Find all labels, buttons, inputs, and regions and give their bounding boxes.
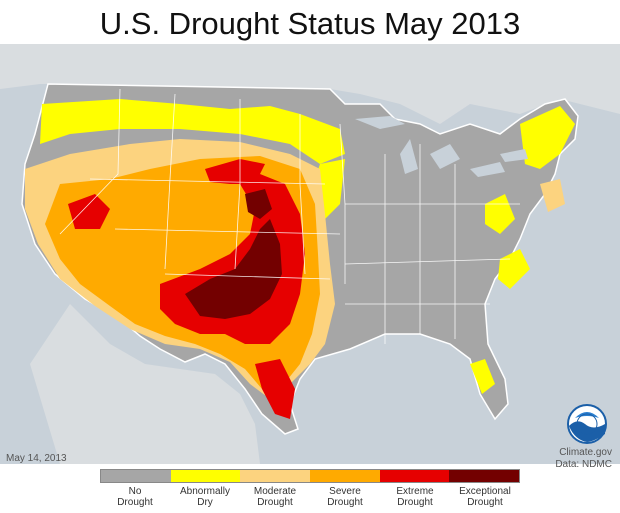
legend-label-no-drought: No Drought (117, 486, 153, 508)
legend-swatch-moderate (240, 470, 311, 482)
great-lakes (355, 116, 528, 177)
mexico-land (30, 304, 260, 464)
legend-swatches (100, 469, 520, 483)
drought-map (0, 44, 620, 464)
legend-label-severe: Severe Drought (327, 486, 363, 508)
noaa-emblem (567, 404, 607, 444)
map-date: May 14, 2013 (6, 453, 67, 464)
drought-legend: No Drought Abnormally Dry Moderate Drought … (100, 469, 520, 513)
legend-label-moderate: Moderate Drought (253, 486, 297, 508)
canada-land (0, 44, 620, 124)
abnormally-dry-areas (40, 99, 575, 394)
legend-swatch-exceptional (449, 470, 520, 482)
legend-label-extreme: Extreme Drought (396, 486, 434, 508)
map-svg (0, 44, 620, 464)
credit-line2: Data: NDMC (555, 459, 612, 470)
noaa-logo (567, 404, 607, 444)
legend-swatch-severe (310, 470, 380, 482)
credit-line1: Climate.gov (559, 447, 612, 458)
legend-swatch-abnormally-dry (170, 470, 241, 482)
legend-swatch-extreme (379, 470, 450, 482)
state-borders (59, 88, 520, 344)
legend-swatch-no-drought (101, 470, 171, 482)
map-title: U.S. Drought Status May 2013 (99, 6, 521, 41)
legend-label-abnormally-dry: Abnormally Dry (179, 486, 231, 508)
legend-label-exceptional: Exceptional Drought (459, 486, 511, 508)
credit-block: Climate.gov Data: NDMC (555, 447, 612, 471)
legend-labels: No Drought Abnormally Dry Moderate Drought … (100, 486, 520, 508)
exceptional-drought-areas (185, 189, 282, 319)
